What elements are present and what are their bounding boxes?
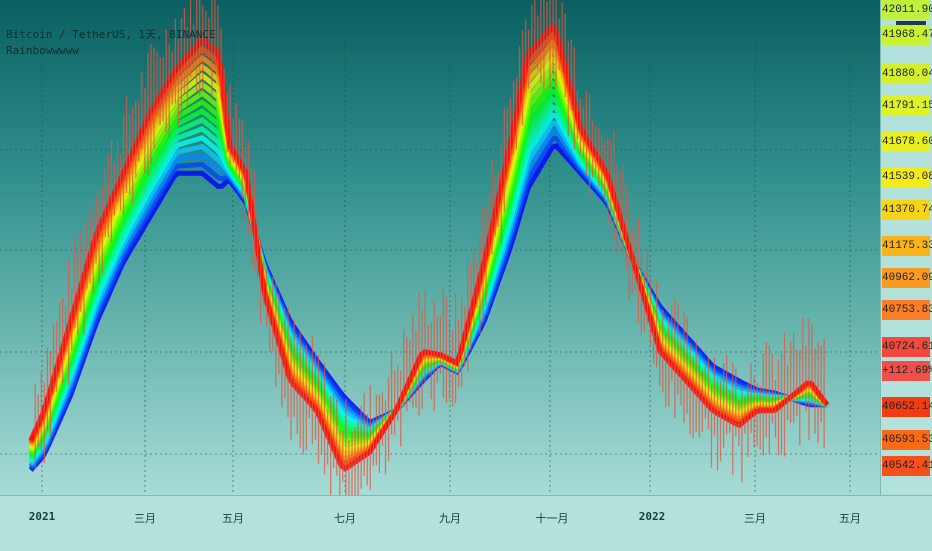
price-label-6: 41370.74: [882, 200, 932, 220]
x-tick-5: 十一月: [535, 512, 569, 525]
time-axis[interactable]: 2021 三月 五月 七月 九月 十一月 2022 三月 五月: [0, 495, 932, 551]
price-label-11: +112.69%: [882, 361, 932, 381]
rainbow-band-15: [28, 22, 830, 472]
x-tick-2: 五月: [222, 512, 244, 525]
price-label-4: 41678.60: [882, 132, 932, 152]
x-tick-1: 三月: [134, 512, 156, 525]
price-label-7: 41175.33: [882, 236, 932, 256]
price-axis[interactable]: USDT 42011.9041968.4741880.0441791.15416…: [880, 0, 932, 495]
price-label-5: 41539.08: [882, 167, 932, 187]
x-tick-8: 五月: [839, 512, 861, 525]
price-label-9: 40753.83: [882, 300, 932, 320]
x-tick-0: 2021: [28, 510, 56, 523]
x-tick-3: 七月: [334, 512, 356, 525]
price-label-10: 40724.61: [882, 337, 932, 357]
price-pane[interactable]: Bitcoin / TetherUS, 1天, BINANCE Rainboww…: [0, 0, 880, 495]
price-label-13: 40593.53: [882, 430, 932, 450]
price-label-14: 40542.41: [882, 456, 932, 476]
x-tick-7: 三月: [744, 512, 766, 525]
symbol-legend[interactable]: Bitcoin / TetherUS, 1天, BINANCE: [6, 28, 216, 41]
price-label-3: 41791.15: [882, 96, 932, 116]
price-label-12: 40652.14: [882, 397, 932, 417]
x-tick-4: 九月: [439, 512, 461, 525]
price-label-1: 41968.47: [882, 25, 932, 45]
rainbow-band-14: [28, 30, 830, 467]
price-label-0: 42011.90: [882, 0, 932, 20]
indicator-legend[interactable]: Rainbowwwww: [6, 44, 79, 57]
price-label-8: 40962.09: [882, 268, 932, 288]
x-tick-6: 2022: [638, 510, 666, 523]
rainbow-chart[interactable]: [0, 0, 880, 495]
price-label-2: 41880.04: [882, 64, 932, 84]
rainbow-band-13: [28, 39, 830, 463]
